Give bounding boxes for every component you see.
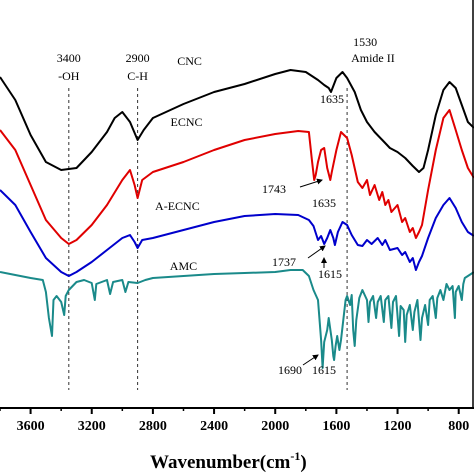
x-tick-label: 1600 [322,419,350,434]
x-axis: 3600 3200 2800 2400 2000 1600 1200 800 [0,0,474,434]
peak-label-amc: 1615 [312,363,336,377]
peak-label-amc: 1690 [278,363,302,377]
x-axis-title: Wavenumber(cm-1) [150,449,307,473]
series-line-cnc [0,69,474,173]
x-axis-title-close: ) [300,452,306,473]
x-tick-label: 3200 [78,419,106,434]
x-tick-label: 2800 [139,419,167,434]
peak-label-cnc: 1635 [320,92,344,106]
peak-label-ecnc: 1743 [262,182,286,196]
x-tick-label: 1200 [384,419,412,434]
peak-arrow [302,354,319,366]
peak-arrow [307,245,326,259]
peak-label-a-ecnc: 1737 [272,255,296,269]
series-label: CNC [177,54,202,68]
reference-label-top: 2900 [126,51,150,65]
series-line-ecnc [0,109,474,245]
x-tick-label: 800 [448,419,469,434]
series-label: ECNC [171,115,203,129]
series-line-a-ecnc [0,189,474,277]
reference-label-top: 1530 [353,35,377,49]
series-group [0,69,474,369]
series-line-amc [0,269,474,369]
x-tick-label: 2000 [261,419,289,434]
reference-label-bottom: -OH [58,69,80,83]
peak-label-a-ecnc: 1615 [318,267,342,281]
peak-arrow [299,178,323,188]
series-label: A-ECNC [155,199,200,213]
series-labels: CNC ECNC A-ECNC AMC [155,54,203,273]
series-label: AMC [170,259,197,273]
peak-annotations: 1635 1743 1635 1737 1615 1690 1615 [262,92,344,377]
peak-label-ecnc: 1635 [312,196,336,210]
x-axis-title-sup: -1 [290,449,300,463]
reference-label-bottom: C-H [127,69,148,83]
x-tick-label: 2400 [200,419,228,434]
x-axis-title-main: Wavenumber(cm [150,452,291,473]
x-tick-label: 3600 [17,419,45,434]
reference-label-bottom: Amide II [351,51,395,65]
reference-label-top: 3400 [57,51,81,65]
